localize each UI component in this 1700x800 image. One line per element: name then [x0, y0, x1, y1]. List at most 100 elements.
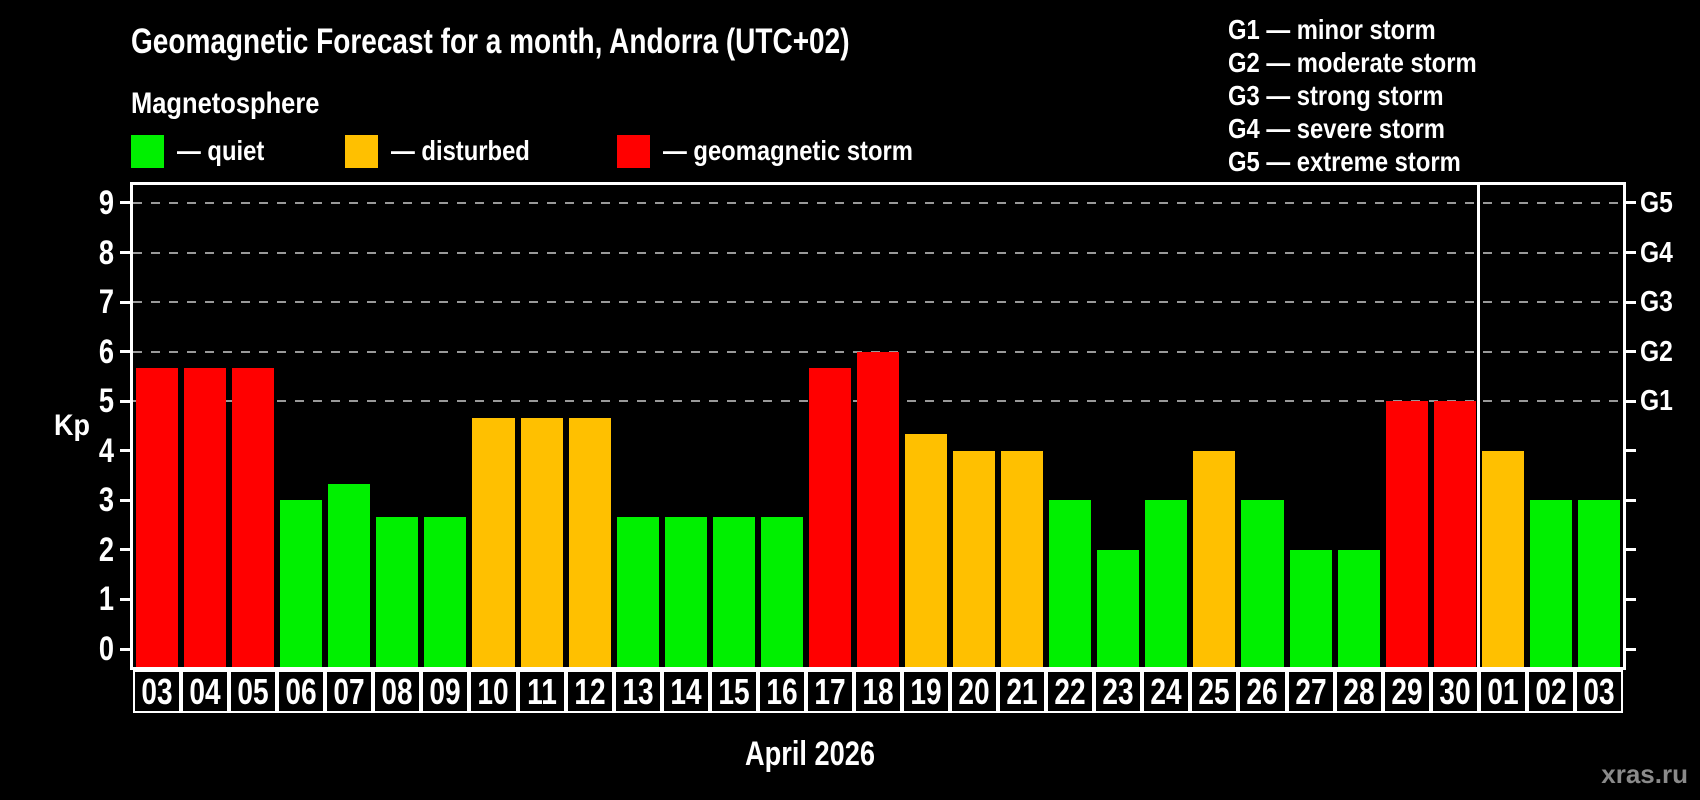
date-box-26: 26	[1238, 670, 1287, 713]
date-box-29: 29	[1382, 670, 1431, 713]
date-label: 13	[622, 670, 654, 712]
date-box-02: 02	[1526, 670, 1575, 713]
date-label: 15	[718, 670, 750, 712]
date-label: 28	[1343, 670, 1375, 712]
kp-bar-day-01	[1481, 450, 1524, 667]
y-tick-label-5: 5	[98, 382, 114, 421]
right-tick-kp1	[1626, 597, 1636, 601]
g3-legend-line: G3 — strong storm	[1228, 80, 1444, 111]
date-label: 20	[958, 670, 990, 712]
date-label: 03	[1583, 670, 1615, 712]
g1-legend-line: G1 — minor storm	[1228, 14, 1436, 45]
legend-label-quiet: — quiet	[177, 135, 265, 166]
date-box-12: 12	[565, 670, 614, 713]
date-label: 09	[429, 670, 462, 712]
right-tick-kp7	[1626, 300, 1636, 304]
date-box-10: 10	[469, 670, 518, 713]
left-tick-kp5	[120, 399, 130, 403]
right-tick-kp9	[1626, 201, 1636, 205]
left-tick-kp2	[120, 548, 130, 552]
date-box-21: 21	[998, 670, 1047, 713]
date-label: 12	[573, 670, 606, 712]
g4-legend-line: G4 — severe storm	[1228, 113, 1445, 144]
chart-subtitle: Magnetosphere	[131, 87, 320, 120]
date-box-13: 13	[613, 670, 662, 713]
date-box-30: 30	[1430, 670, 1479, 713]
date-label: 23	[1102, 670, 1134, 712]
date-box-01: 01	[1478, 670, 1527, 713]
legend-label-storm: — geomagnetic storm	[663, 135, 913, 166]
kp-bar-day-10	[472, 417, 515, 667]
y-tick-label-2: 2	[98, 530, 114, 569]
date-box-22: 22	[1046, 670, 1095, 713]
kp-bar-day-05	[232, 368, 275, 667]
date-label: 11	[526, 670, 557, 712]
date-label: 21	[1006, 670, 1038, 712]
date-label: 05	[237, 670, 269, 712]
kp-bar-day-25	[1193, 450, 1236, 667]
right-tick-kp3	[1626, 498, 1636, 502]
g-scale-legend: G1 — minor storm G2 — moderate storm G3 …	[1228, 13, 1521, 178]
kp-bar-day-28	[1337, 549, 1380, 667]
y-tick-label-0: 0	[98, 630, 114, 668]
date-label: 22	[1054, 670, 1086, 712]
right-tick-kp5	[1626, 399, 1636, 403]
date-label: 19	[910, 670, 942, 712]
g5-legend-line: G5 — extreme storm	[1228, 146, 1461, 177]
g-level-label-g1: G1	[1640, 385, 1673, 418]
date-box-05: 05	[229, 670, 278, 713]
left-tick-kp4	[120, 449, 130, 453]
date-box-17: 17	[805, 670, 854, 713]
g-level-label-g5: G5	[1640, 186, 1673, 219]
y-tick-label-1: 1	[98, 580, 114, 619]
y-tick-label-3: 3	[98, 481, 114, 520]
date-box-24: 24	[1142, 670, 1191, 713]
g-level-label-g2: G2	[1640, 335, 1673, 368]
legend-item-quiet: — quiet	[131, 133, 280, 169]
month-separator-line	[1477, 185, 1481, 667]
gridline-kp8	[133, 251, 1623, 254]
kp-bar-day-16	[760, 516, 803, 667]
kp-bar-day-26	[1241, 500, 1284, 667]
date-box-09: 09	[421, 670, 470, 713]
date-label: 01	[1487, 670, 1519, 712]
y-tick-label-9: 9	[98, 183, 114, 222]
date-box-20: 20	[950, 670, 999, 713]
disturbed-color-swatch	[345, 134, 378, 168]
kp-bar-day-21	[1001, 450, 1044, 667]
y-tick-label-6: 6	[98, 332, 114, 371]
date-label: 06	[285, 670, 317, 712]
storm-color-swatch	[617, 134, 650, 168]
legend-label-disturbed: — disturbed	[391, 135, 530, 166]
left-tick-kp7	[120, 300, 130, 304]
kp-bar-day-20	[953, 450, 996, 667]
date-box-23: 23	[1094, 670, 1143, 713]
left-tick-kp1	[120, 597, 130, 601]
quiet-color-swatch	[131, 134, 164, 168]
date-label: 17	[814, 670, 846, 712]
g-level-label-g3: G3	[1640, 286, 1673, 319]
date-box-28: 28	[1334, 670, 1383, 713]
date-box-18: 18	[853, 670, 903, 713]
kp-bar-day-03	[136, 368, 179, 667]
date-box-27: 27	[1286, 670, 1335, 713]
kp-bar-day-04	[184, 368, 227, 667]
kp-bar-day-27	[1289, 549, 1332, 667]
right-tick-kp0	[1626, 647, 1636, 651]
date-label: 16	[766, 670, 798, 712]
y-tick-label-7: 7	[98, 283, 114, 322]
date-label: 03	[141, 670, 173, 712]
date-box-16: 16	[757, 670, 806, 713]
date-label: 10	[477, 670, 510, 712]
date-box-03: 03	[133, 670, 182, 713]
date-label: 04	[189, 670, 221, 712]
date-box-08: 08	[373, 670, 422, 713]
date-label: 25	[1198, 670, 1231, 712]
date-box-04: 04	[181, 670, 230, 713]
kp-bar-day-15	[712, 516, 755, 667]
kp-bar-day-24	[1145, 500, 1188, 667]
date-label: 29	[1391, 670, 1423, 712]
left-tick-kp8	[120, 251, 130, 255]
gridline-kp6	[133, 350, 1623, 353]
